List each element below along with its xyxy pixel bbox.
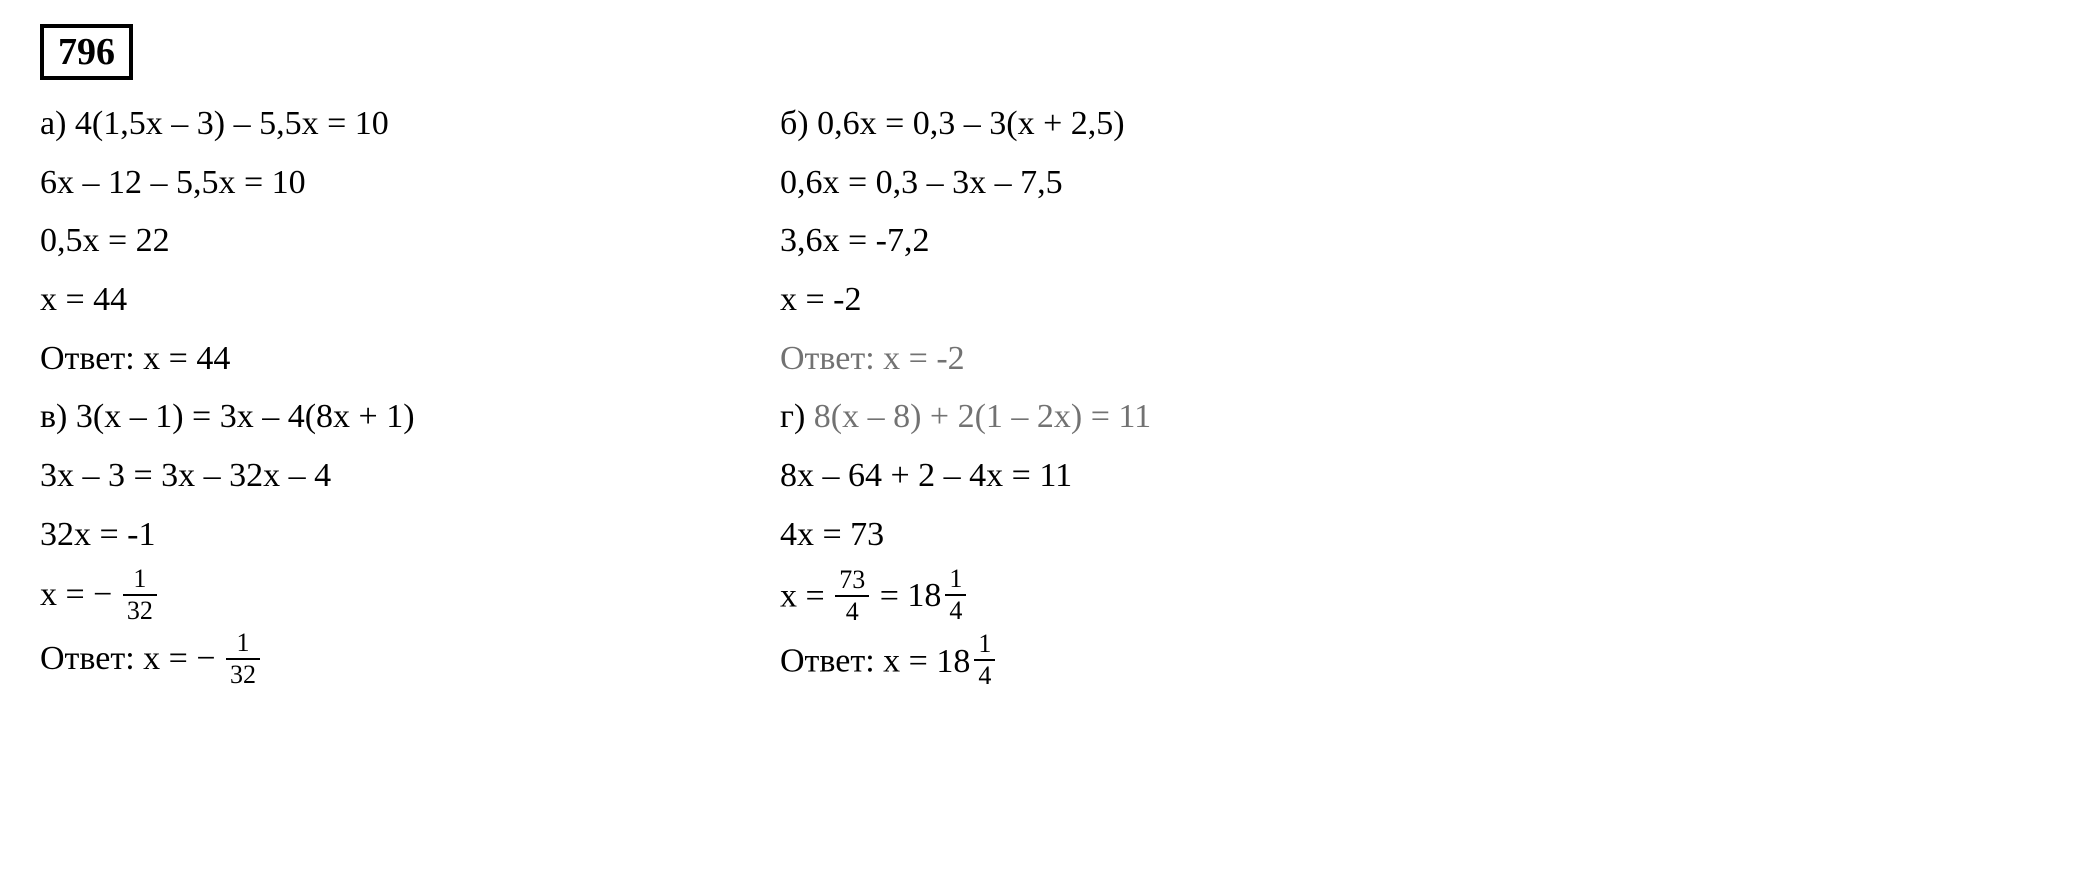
part-g-line-1: г) 8(x – 8) + 2(1 – 2x) = 11 [780, 391, 1400, 444]
mixed-frac: 14 [945, 566, 966, 624]
part-a-line-3: 0,5x = 22 [40, 215, 660, 268]
problem-number: 796 [40, 24, 133, 80]
fraction-num: 1 [945, 566, 966, 596]
answer-value: -2 [936, 340, 964, 377]
part-b-answer: Ответ: x = -2 [780, 333, 1400, 386]
part-v-line-1: в) 3(x – 1) = 3x – 4(8x + 1) [40, 391, 660, 444]
part-a-label: а) [40, 105, 66, 142]
part-g-eq-1: 8(x – 8) + 2(1 – 2x) = 11 [814, 398, 1151, 435]
answer-label: Ответ: x = [780, 643, 936, 680]
column-left: а) 4(1,5x – 3) – 5,5x = 10 6x – 12 – 5,5… [40, 98, 660, 691]
fraction-den: 32 [123, 596, 157, 624]
fraction-num: 1 [974, 631, 995, 661]
fraction-1-32: 132 [226, 630, 260, 688]
mixed-18-1-4: 1814 [936, 633, 997, 691]
part-b-eq-1: 0,6x = 0,3 – 3(x + 2,5) [817, 105, 1125, 142]
part-g-label: г) [780, 398, 805, 435]
mixed-frac: 14 [974, 631, 995, 689]
part-v-line-2: 3x – 3 = 3x – 32x – 4 [40, 450, 660, 503]
part-g-line-2: 8x – 64 + 2 – 4x = 11 [780, 450, 1400, 503]
part-v-eq-1: 3(x – 1) = 3x – 4(8x + 1) [76, 398, 415, 435]
part-a-line-4: x = 44 [40, 274, 660, 327]
x-equals-prefix: x = − [40, 575, 121, 612]
x-equals-prefix: x = [780, 577, 833, 614]
mixed-whole: 18 [936, 636, 970, 689]
fraction-73-4: 734 [835, 567, 869, 625]
fraction-num: 1 [123, 566, 157, 596]
part-b-line-1: б) 0,6x = 0,3 – 3(x + 2,5) [780, 98, 1400, 151]
answer-label: Ответ: x = − [40, 639, 224, 676]
part-g-line-3: 4x = 73 [780, 509, 1400, 562]
part-b-line-2: 0,6x = 0,3 – 3x – 7,5 [780, 157, 1400, 210]
solution-columns: а) 4(1,5x – 3) – 5,5x = 10 6x – 12 – 5,5… [40, 98, 2042, 691]
part-v-line-3: 32x = -1 [40, 509, 660, 562]
part-v-answer: Ответ: x = − 132 [40, 632, 660, 690]
fraction-den: 4 [945, 596, 966, 624]
part-a-answer: Ответ: x = 44 [40, 333, 660, 386]
part-a-line-1: а) 4(1,5x – 3) – 5,5x = 10 [40, 98, 660, 151]
part-v-label: в) [40, 398, 67, 435]
fraction-den: 4 [835, 597, 869, 625]
answer-label: Ответ: x = [780, 340, 936, 377]
fraction-num: 73 [835, 567, 869, 597]
column-right: б) 0,6x = 0,3 – 3(x + 2,5) 0,6x = 0,3 – … [780, 98, 1400, 691]
part-b-label: б) [780, 105, 809, 142]
part-v-line-4: x = − 132 [40, 568, 660, 626]
part-b-line-4: x = -2 [780, 274, 1400, 327]
part-g-line-4: x = 734 = 1814 [780, 568, 1400, 628]
mixed-18-1-4: 1814 [907, 568, 968, 626]
answer-label: Ответ: x = [40, 340, 196, 377]
mixed-whole: 18 [907, 570, 941, 623]
answer-value: 44 [196, 340, 230, 377]
part-a-eq-1: 4(1,5x – 3) – 5,5x = 10 [75, 105, 389, 142]
fraction-den: 32 [226, 660, 260, 688]
fraction-1-32: 132 [123, 566, 157, 624]
fraction-num: 1 [226, 630, 260, 660]
part-b-line-3: 3,6x = -7,2 [780, 215, 1400, 268]
fraction-den: 4 [974, 661, 995, 689]
part-g-answer: Ответ: x = 1814 [780, 633, 1400, 691]
equals-mid: = [871, 577, 907, 614]
part-a-line-2: 6x – 12 – 5,5x = 10 [40, 157, 660, 210]
